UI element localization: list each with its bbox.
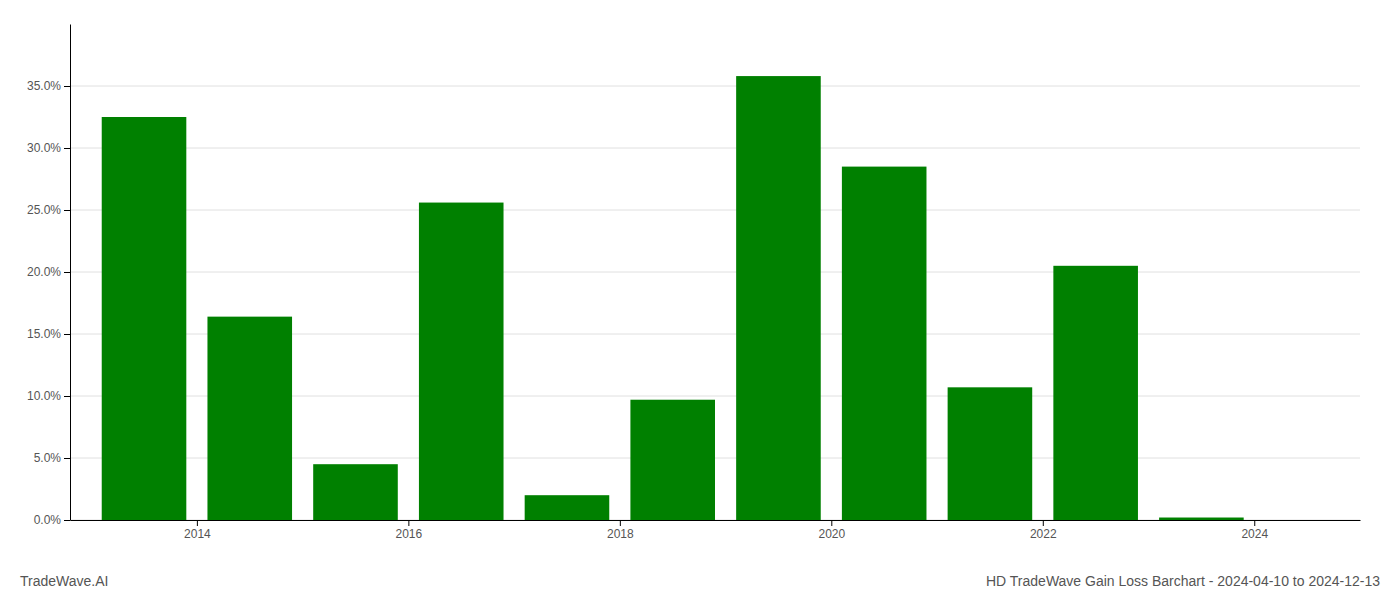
y-tick: 10.0% xyxy=(27,389,70,403)
x-tick-mark xyxy=(620,520,621,526)
x-tick-mark xyxy=(1254,520,1255,526)
x-tick: 2016 xyxy=(396,520,423,541)
x-tick-mark xyxy=(408,520,409,526)
y-tick: 15.0% xyxy=(27,327,70,341)
y-tick-mark xyxy=(64,396,70,397)
bar xyxy=(630,400,715,520)
y-tick: 35.0% xyxy=(27,79,70,93)
chart-svg: 2014 2016 2018 2020 2022 2024 0.0% 5.0% 10.0% 15.… xyxy=(0,0,1400,600)
bars xyxy=(102,76,1244,520)
x-tick: 2020 xyxy=(818,520,845,541)
y-tick-label: 25.0% xyxy=(27,203,61,217)
x-tick-label: 2022 xyxy=(1030,527,1057,541)
bar xyxy=(419,203,504,520)
y-tick-mark xyxy=(64,520,70,521)
y-tick-label: 35.0% xyxy=(27,79,61,93)
bar xyxy=(842,167,927,520)
x-tick-mark xyxy=(1043,520,1044,526)
y-tick-mark xyxy=(64,148,70,149)
x-tick-label: 2016 xyxy=(396,527,423,541)
bar xyxy=(207,317,292,520)
axis-line xyxy=(71,520,1361,521)
x-tick-label: 2014 xyxy=(184,527,211,541)
y-tick: 30.0% xyxy=(27,141,70,155)
x-tick: 2022 xyxy=(1030,520,1057,541)
grid-line xyxy=(70,272,1360,273)
grid-line xyxy=(70,148,1360,149)
x-tick: 2014 xyxy=(184,520,211,541)
y-tick-label: 10.0% xyxy=(27,389,61,403)
grid-line xyxy=(70,210,1360,211)
axis-line xyxy=(70,25,71,521)
grid-line xyxy=(70,86,1360,87)
y-axis: 0.0% 5.0% 10.0% 15.0% 20.0% 25.0% 30.0% 35.0% xyxy=(27,25,71,528)
x-tick-label: 2020 xyxy=(818,527,845,541)
y-tick: 20.0% xyxy=(27,265,70,279)
x-tick: 2018 xyxy=(607,520,634,541)
bar xyxy=(1053,266,1138,520)
plot: 2014 2016 2018 2020 2022 2024 0.0% 5.0% 10.0% 15.… xyxy=(27,25,1361,541)
y-tick: 5.0% xyxy=(34,451,70,465)
x-tick-label: 2024 xyxy=(1241,527,1268,541)
y-tick-label: 20.0% xyxy=(27,265,61,279)
grid xyxy=(70,86,1360,520)
y-tick: 25.0% xyxy=(27,203,70,217)
bar xyxy=(736,76,821,520)
y-tick-label: 5.0% xyxy=(34,451,62,465)
x-tick: 2024 xyxy=(1241,520,1268,541)
annotation: TradeWave.AI xyxy=(20,573,108,589)
x-tick-label: 2018 xyxy=(607,527,634,541)
bar xyxy=(525,495,610,520)
y-tick-mark xyxy=(64,458,70,459)
y-tick-mark xyxy=(64,272,70,273)
bar xyxy=(102,117,187,520)
chart-container: 2014 2016 2018 2020 2022 2024 0.0% 5.0% 10.0% 15.… xyxy=(0,0,1400,600)
y-tick: 0.0% xyxy=(34,513,70,527)
x-tick-mark xyxy=(197,520,198,526)
x-tick-mark xyxy=(831,520,832,526)
y-tick-label: 15.0% xyxy=(27,327,61,341)
bar xyxy=(948,387,1033,520)
y-tick-label: 30.0% xyxy=(27,141,61,155)
bar xyxy=(1159,518,1244,520)
bar xyxy=(313,464,398,520)
title: HD TradeWave Gain Loss Barchart - 2024-0… xyxy=(986,573,1380,589)
y-tick-mark xyxy=(64,210,70,211)
y-tick-mark xyxy=(64,86,70,87)
y-tick-label: 0.0% xyxy=(34,513,62,527)
y-tick-mark xyxy=(64,334,70,335)
x-axis: 2014 2016 2018 2020 2022 2024 xyxy=(71,520,1361,541)
